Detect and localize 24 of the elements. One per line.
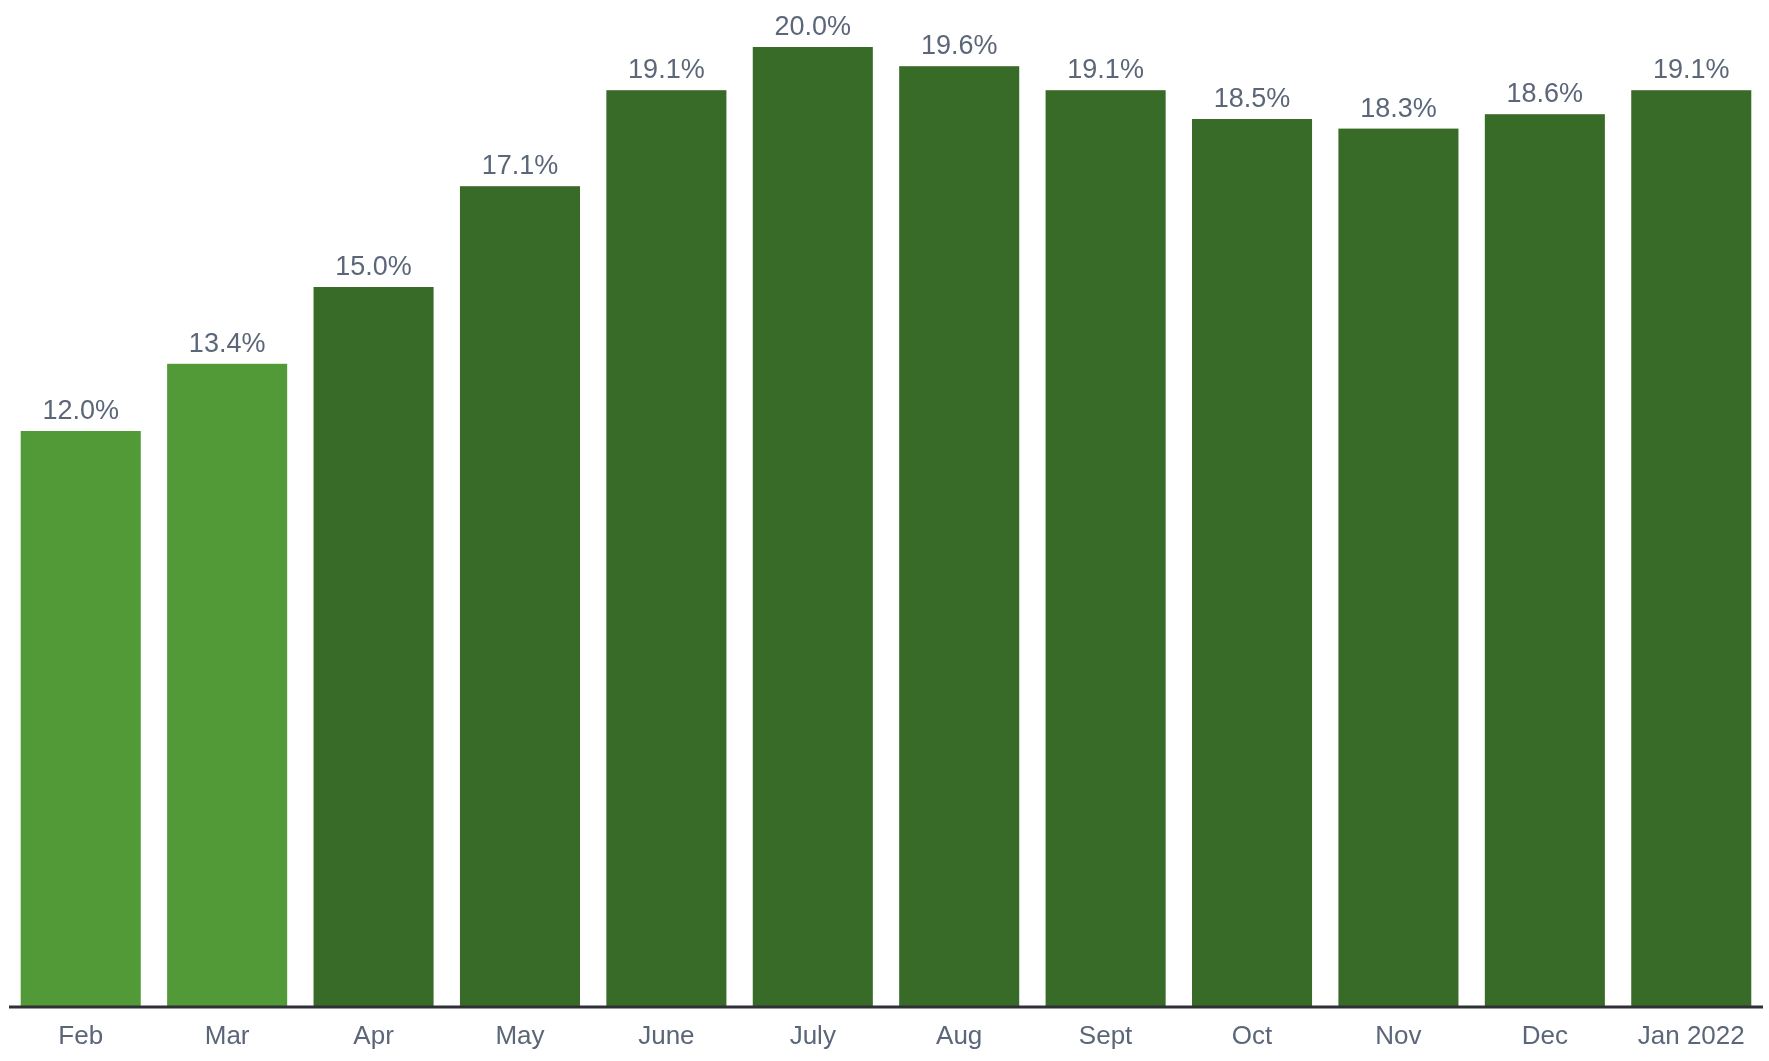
- x-tick-label: Nov: [1375, 1020, 1422, 1050]
- x-tick-label: Aug: [936, 1020, 983, 1050]
- data-label: 18.6%: [1506, 78, 1584, 109]
- data-label: 13.4%: [188, 327, 266, 358]
- x-tick-label: June: [638, 1020, 695, 1050]
- x-tick-label: Apr: [353, 1020, 395, 1050]
- data-label: 12.0%: [42, 395, 120, 425]
- x-tick-label: July: [789, 1020, 836, 1050]
- data-label: 19.1%: [628, 54, 705, 85]
- data-label: 17.1%: [481, 150, 559, 181]
- x-tick-label: Oct: [1231, 1020, 1274, 1050]
- data-label: 19.6%: [920, 30, 998, 61]
- data-label: 15.0%: [335, 251, 412, 281]
- x-tick-label: May: [495, 1020, 545, 1050]
- data-label: 18.5%: [1213, 83, 1291, 113]
- data-label: 18.3%: [1360, 92, 1437, 123]
- x-tick-label: Jan 2022: [1637, 1020, 1745, 1050]
- data-label: 19.1%: [1067, 54, 1144, 85]
- x-tick-label: Mar: [204, 1020, 250, 1050]
- x-tick-label: Feb: [58, 1020, 104, 1050]
- data-label: 19.1%: [1652, 54, 1730, 85]
- data-label: 20.0%: [774, 11, 852, 41]
- x-tick-label: Sept: [1078, 1020, 1134, 1050]
- x-tick-label: Dec: [1521, 1020, 1568, 1050]
